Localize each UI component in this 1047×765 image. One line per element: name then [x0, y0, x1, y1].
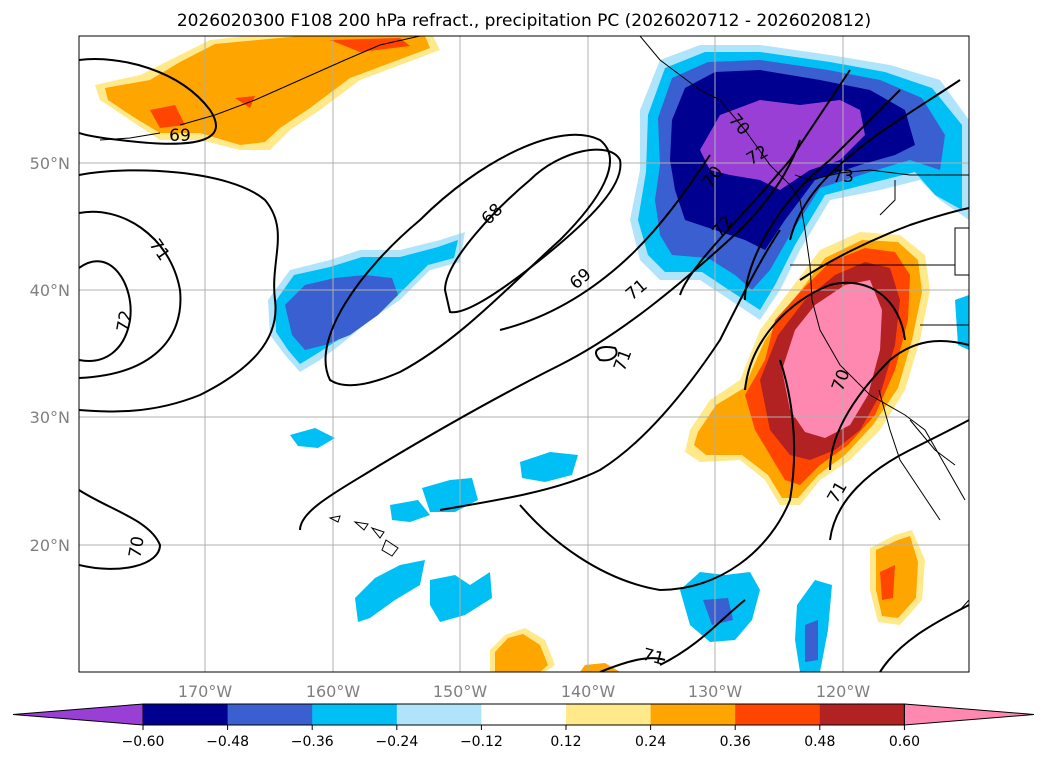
colorbar-tick-label: −0.36: [291, 734, 334, 750]
colorbar-segment: [227, 704, 313, 725]
lon-label: 120°W: [816, 682, 871, 701]
colorbar-segment: [481, 704, 567, 725]
colorbar-arrow-left: [12, 703, 144, 726]
contour-label: 73: [832, 167, 854, 187]
lat-label: 20°N: [30, 536, 70, 555]
lat-label: 50°N: [30, 154, 70, 173]
lon-label: 130°W: [688, 682, 743, 701]
colorbar-tick-label: −0.60: [122, 734, 165, 750]
colorbar-tick-label: −0.24: [375, 734, 418, 750]
colorbar: −0.60 −0.48 −0.36 −0.24 −0.12 0.12 0.24 0.36 0.4…: [12, 703, 1035, 750]
contour-label: 70: [125, 535, 148, 560]
lon-label: 140°W: [561, 682, 616, 701]
contour-label: 69: [169, 126, 191, 146]
lon-label: 160°W: [306, 682, 361, 701]
colorbar-tick-label: −0.48: [206, 734, 249, 750]
contour-label: 72: [113, 309, 136, 334]
colorbar-segment: [312, 704, 398, 725]
lon-label: 170°W: [178, 682, 233, 701]
colorbar-segment: [396, 704, 482, 725]
colorbar-tick-label: 0.12: [550, 734, 581, 750]
refractivity-contours: [79, 58, 969, 672]
colorbar-segment: [735, 704, 821, 725]
colorbar-tick-label: 0.48: [804, 734, 835, 750]
colorbar-tick-label: 0.36: [720, 734, 751, 750]
lat-label: 40°N: [30, 281, 70, 300]
map-frame: [78, 35, 970, 673]
colorbar-frame: [142, 703, 905, 726]
hawaiian-islands: [328, 515, 399, 557]
longitude-labels: 170°W 160°W 150°W 140°W 130°W 120°W: [178, 682, 871, 701]
colorbar-segment: [819, 704, 905, 725]
coastlines: [99, 36, 969, 611]
colorbar-segment: [650, 704, 736, 725]
map-title: 2026020300 F108 200 hPa refract., precip…: [177, 11, 871, 31]
lon-label: 150°W: [433, 682, 488, 701]
colorbar-tick-label: −0.12: [460, 734, 503, 750]
colorbar-arrow-right: [903, 703, 1035, 726]
colorbar-segment: [143, 704, 229, 725]
colorbar-tick-label: 0.60: [889, 734, 920, 750]
colorbar-tick-label: 0.24: [635, 734, 666, 750]
latitude-labels: 50°N 40°N 30°N 20°N: [30, 154, 70, 555]
lat-label: 30°N: [30, 408, 70, 427]
colorbar-segment: [566, 704, 652, 725]
map-plot-area: 69 68 69 71 71 72 72 70 70 72 73 71 70 7…: [79, 36, 969, 672]
